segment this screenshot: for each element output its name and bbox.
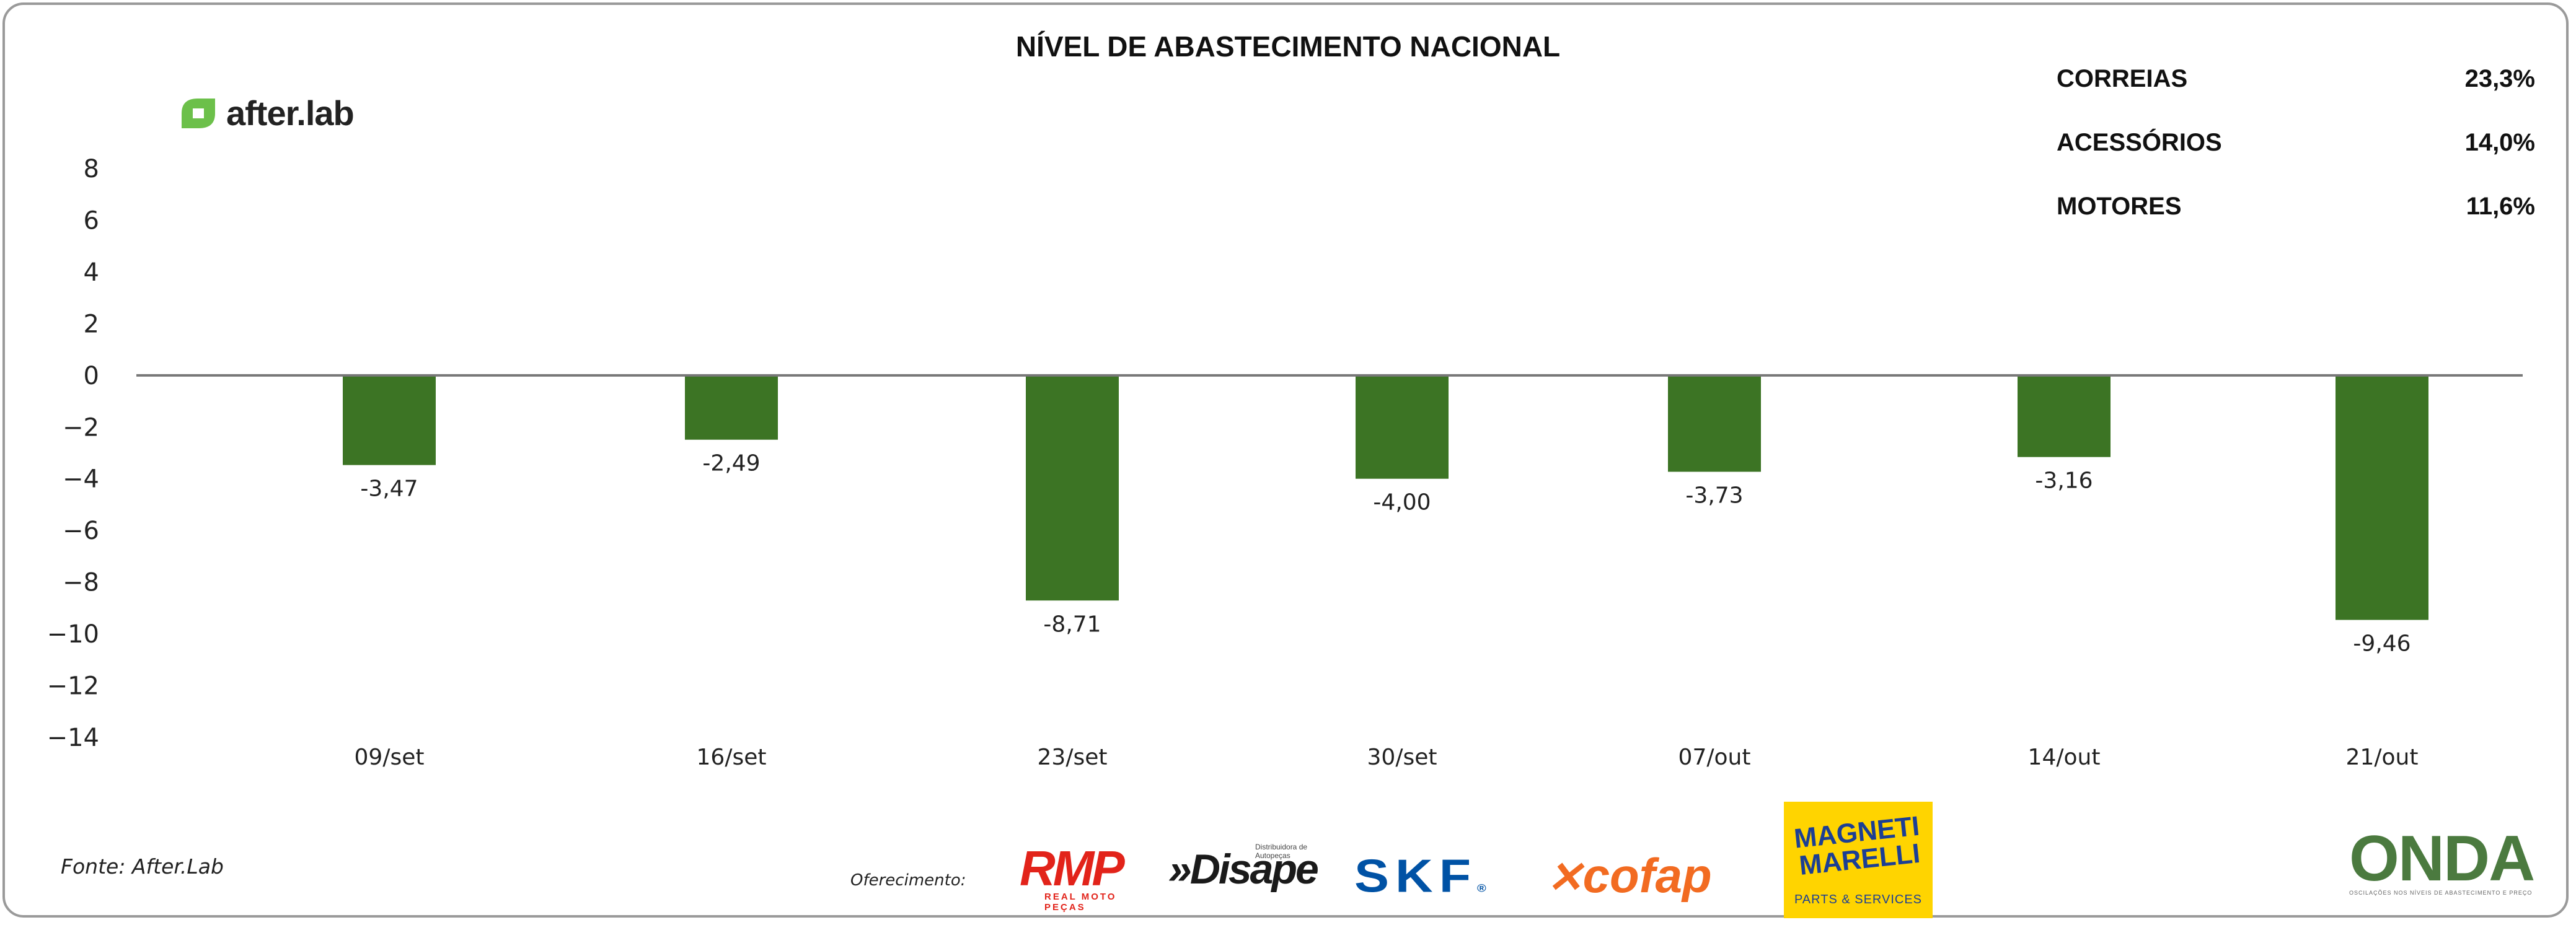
stat-label: CORREIAS bbox=[2057, 65, 2188, 92]
stat-value: 11,6% bbox=[2466, 193, 2535, 220]
data-label: -3,47 bbox=[360, 476, 418, 502]
source-note: Fonte: After.Lab bbox=[61, 854, 224, 879]
x-tick-label: 09/set bbox=[355, 745, 425, 770]
onda-logo: ONDA OSCILAÇÕES NOS NÍVEIS DE ABASTECIME… bbox=[2349, 823, 2535, 896]
onda-tagline: OSCILAÇÕES NOS NÍVEIS DE ABASTECIMENTO E… bbox=[2349, 890, 2533, 896]
bar bbox=[2018, 375, 2111, 457]
magneti-marelli-wordmark: MAGNETI MARELLI bbox=[1793, 810, 1922, 881]
skf-logo: SKF® bbox=[1354, 850, 1486, 914]
x-tick-label: 30/set bbox=[1367, 745, 1437, 770]
data-label: -8,71 bbox=[1043, 612, 1101, 637]
skf-wordmark: SKF® bbox=[1354, 849, 1486, 902]
y-tick-label: 4 bbox=[84, 258, 99, 287]
stat-row-acessorios: ACESSÓRIOS 14,0% bbox=[2057, 129, 2535, 193]
x-tick-label: 07/out bbox=[1678, 745, 1751, 770]
bar-series bbox=[343, 375, 2428, 620]
y-tick-label: −8 bbox=[63, 569, 99, 597]
category-stats: CORREIAS 23,3% ACESSÓRIOS 14,0% MOTORES … bbox=[2057, 65, 2535, 256]
x-tick-label: 16/set bbox=[697, 745, 767, 770]
y-tick-label: 6 bbox=[84, 206, 99, 235]
stat-value: 14,0% bbox=[2464, 129, 2535, 156]
x-tick-label: 23/set bbox=[1038, 745, 1108, 770]
bar bbox=[343, 375, 436, 465]
onda-wordmark: ONDA bbox=[2349, 823, 2535, 895]
sponsor-label: Oferecimento: bbox=[850, 871, 966, 890]
disape-wordmark: »Disape bbox=[1168, 846, 1319, 893]
data-label: -4,00 bbox=[1373, 490, 1431, 515]
rmp-wordmark: RMP bbox=[1020, 841, 1125, 896]
stat-row-correias: CORREIAS 23,3% bbox=[2057, 65, 2535, 129]
stat-row-motores: MOTORES 11,6% bbox=[2057, 193, 2535, 256]
stat-label: MOTORES bbox=[2057, 193, 2182, 220]
magneti-marelli-logo: MAGNETI MARELLI PARTS & SERVICES bbox=[1784, 802, 1933, 918]
bar-chart: 8 6 4 2 0 −2 −4 −6 −8 −10 −12 −14 -3,47 -2,49 -8,71 -4… bbox=[47, 155, 2523, 770]
disape-logo: Distribuidora de Autopeças »Disape bbox=[1168, 843, 1336, 893]
bar bbox=[685, 375, 778, 440]
y-tick-label: −12 bbox=[47, 672, 99, 701]
y-tick-label: 0 bbox=[84, 362, 99, 390]
y-tick-label: −4 bbox=[63, 465, 99, 494]
y-tick-label: −6 bbox=[63, 517, 99, 545]
y-tick-label: 2 bbox=[84, 310, 99, 338]
bar bbox=[1668, 375, 1761, 472]
cofap-wordmark: ✕cofap bbox=[1546, 848, 1712, 903]
rmp-logo: RMP REAL MOTO PEÇAS bbox=[1020, 841, 1150, 913]
cofap-logo: ✕cofap bbox=[1546, 851, 1712, 902]
stat-label: ACESSÓRIOS bbox=[2057, 129, 2222, 156]
bar bbox=[1356, 375, 1449, 479]
x-axis: 09/set 16/set 23/set 30/set 07/out 14/out 21/o… bbox=[355, 745, 2419, 770]
y-tick-label: −14 bbox=[47, 724, 99, 752]
bar bbox=[1026, 375, 1119, 601]
bar bbox=[2336, 375, 2428, 620]
x-tick-label: 21/out bbox=[2346, 745, 2419, 770]
data-label: -2,49 bbox=[702, 451, 760, 476]
after-lab-leaf-icon bbox=[182, 98, 215, 128]
data-label: -3,73 bbox=[1685, 483, 1743, 508]
x-tick-label: 14/out bbox=[2028, 745, 2101, 770]
stat-value: 23,3% bbox=[2464, 65, 2535, 92]
y-axis: 8 6 4 2 0 −2 −4 −6 −8 −10 −12 −14 bbox=[47, 155, 99, 752]
y-tick-label: −2 bbox=[63, 413, 99, 442]
after-lab-wordmark: after.lab bbox=[226, 94, 355, 133]
disape-tagline: Distribuidora de Autopeças bbox=[1255, 843, 1308, 860]
after-lab-logo: after.lab bbox=[177, 93, 355, 133]
data-label: -9,46 bbox=[2353, 631, 2411, 657]
data-labels: -3,47 -2,49 -8,71 -4,00 -3,73 -3,16 -9,46 bbox=[360, 451, 2411, 657]
rmp-tagline: REAL MOTO PEÇAS bbox=[1044, 892, 1117, 913]
magneti-marelli-tagline: PARTS & SERVICES bbox=[1794, 893, 1923, 906]
chart-title: NÍVEL DE ABASTECIMENTO NACIONAL bbox=[1015, 30, 1561, 63]
y-tick-label: −10 bbox=[47, 620, 99, 649]
y-tick-label: 8 bbox=[84, 155, 99, 183]
data-label: -3,16 bbox=[2035, 468, 2093, 494]
